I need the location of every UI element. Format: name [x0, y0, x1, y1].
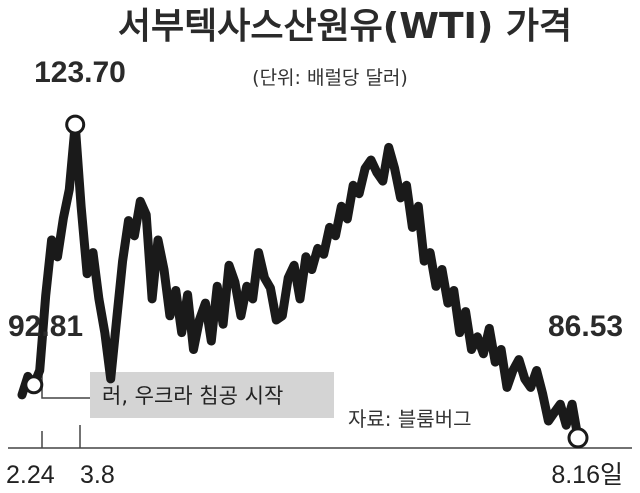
- peak-point-marker: [65, 114, 86, 135]
- x-tick-label-end: 8.16일: [551, 461, 623, 489]
- end-value-label: 86.53: [548, 310, 623, 343]
- start-point-marker: [24, 375, 44, 395]
- event-label-box: [90, 372, 334, 418]
- x-axis: 2.24 3.8 8.16일: [6, 425, 632, 489]
- event-leader-line: [41, 370, 90, 399]
- end-point-marker: [567, 427, 589, 449]
- start-value-label: 92.81: [8, 310, 83, 343]
- x-tick-label-start: 2.24: [6, 461, 55, 489]
- event-annotation: 러, 우크라 침공 시작: [41, 370, 334, 418]
- chart-title: 서부텍사스산원유(WTI) 가격: [118, 6, 572, 47]
- price-series-line: [17, 120, 583, 443]
- x-tick-label-second: 3.8: [80, 461, 115, 489]
- event-label: 러, 우크라 침공 시작: [102, 384, 283, 408]
- unit-label: (단위: 배럴당 달러): [252, 67, 408, 89]
- peak-value-label: 123.70: [34, 56, 126, 89]
- source-label: 자료: 블룸버그: [348, 407, 472, 431]
